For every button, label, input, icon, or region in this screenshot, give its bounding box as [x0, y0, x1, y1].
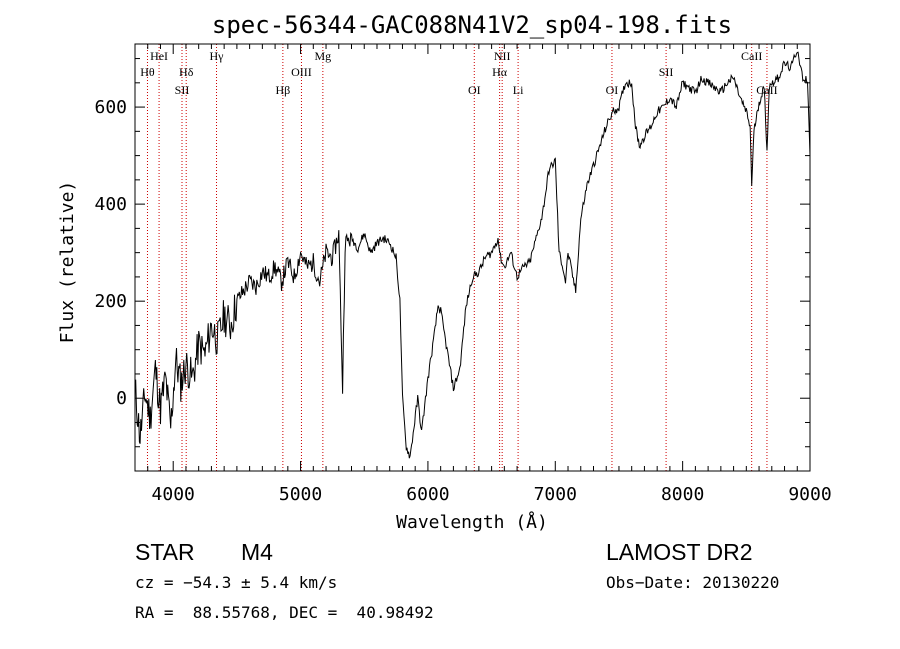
y-axis-label: Flux (relative) — [57, 181, 78, 344]
coordinates: RA = 88.55768, DEC = 40.98492 — [135, 603, 434, 622]
y-tick-label-1: 200 — [94, 291, 127, 312]
x-tick-label-1: 5000 — [279, 484, 322, 505]
line-label-13: SII — [659, 65, 674, 79]
line-label-1: HeI — [150, 49, 168, 63]
plot-frame — [134, 43, 811, 472]
line-label-8: OI — [468, 83, 481, 97]
line-label-5: Hβ — [275, 83, 290, 97]
line-label-12: OI — [606, 83, 619, 97]
line-label-14: CaII — [741, 49, 762, 63]
line-label-0: Hθ — [140, 65, 155, 79]
line-label-6: OIII — [291, 65, 312, 79]
line-label-2: Hδ — [179, 65, 194, 79]
spectrum-line-0 — [134, 51, 811, 459]
survey-name: LAMOST DR2 — [606, 539, 753, 565]
observation-date: Obs−Date: 20130220 — [606, 573, 780, 592]
spectrum-series — [134, 51, 811, 459]
line-label-10: Hα — [492, 65, 508, 79]
y-tick-label-3: 600 — [94, 97, 127, 118]
x-tick-label-5: 9000 — [788, 484, 831, 505]
redshift-cz: cz = −54.3 ± 5.4 km/s — [135, 573, 338, 592]
line-label-4: Hγ — [210, 49, 225, 63]
x-tick-label-2: 6000 — [406, 484, 449, 505]
x-axis: 4000 5000 6000 7000 8000 9000 — [134, 44, 832, 505]
object-subclass: M4 — [241, 539, 273, 565]
line-label-7: Mg — [315, 49, 332, 63]
y-axis: 0 200 400 600 — [94, 58, 810, 448]
line-label-9: NII — [494, 49, 511, 63]
line-label-15: CaII — [756, 83, 777, 97]
x-tick-label-0: 4000 — [152, 484, 195, 505]
x-tick-label-3: 7000 — [534, 484, 577, 505]
line-label-3: SII — [175, 83, 190, 97]
object-class: STAR — [135, 539, 195, 565]
line-label-11: Li — [513, 83, 524, 97]
y-tick-label-0: 0 — [116, 388, 127, 409]
x-tick-label-4: 8000 — [661, 484, 704, 505]
y-tick-label-2: 400 — [94, 194, 127, 215]
chart-title: spec-56344-GAC088N41V2_sp04-198.fits — [212, 11, 732, 39]
x-axis-label: Wavelength (Å) — [396, 511, 548, 533]
